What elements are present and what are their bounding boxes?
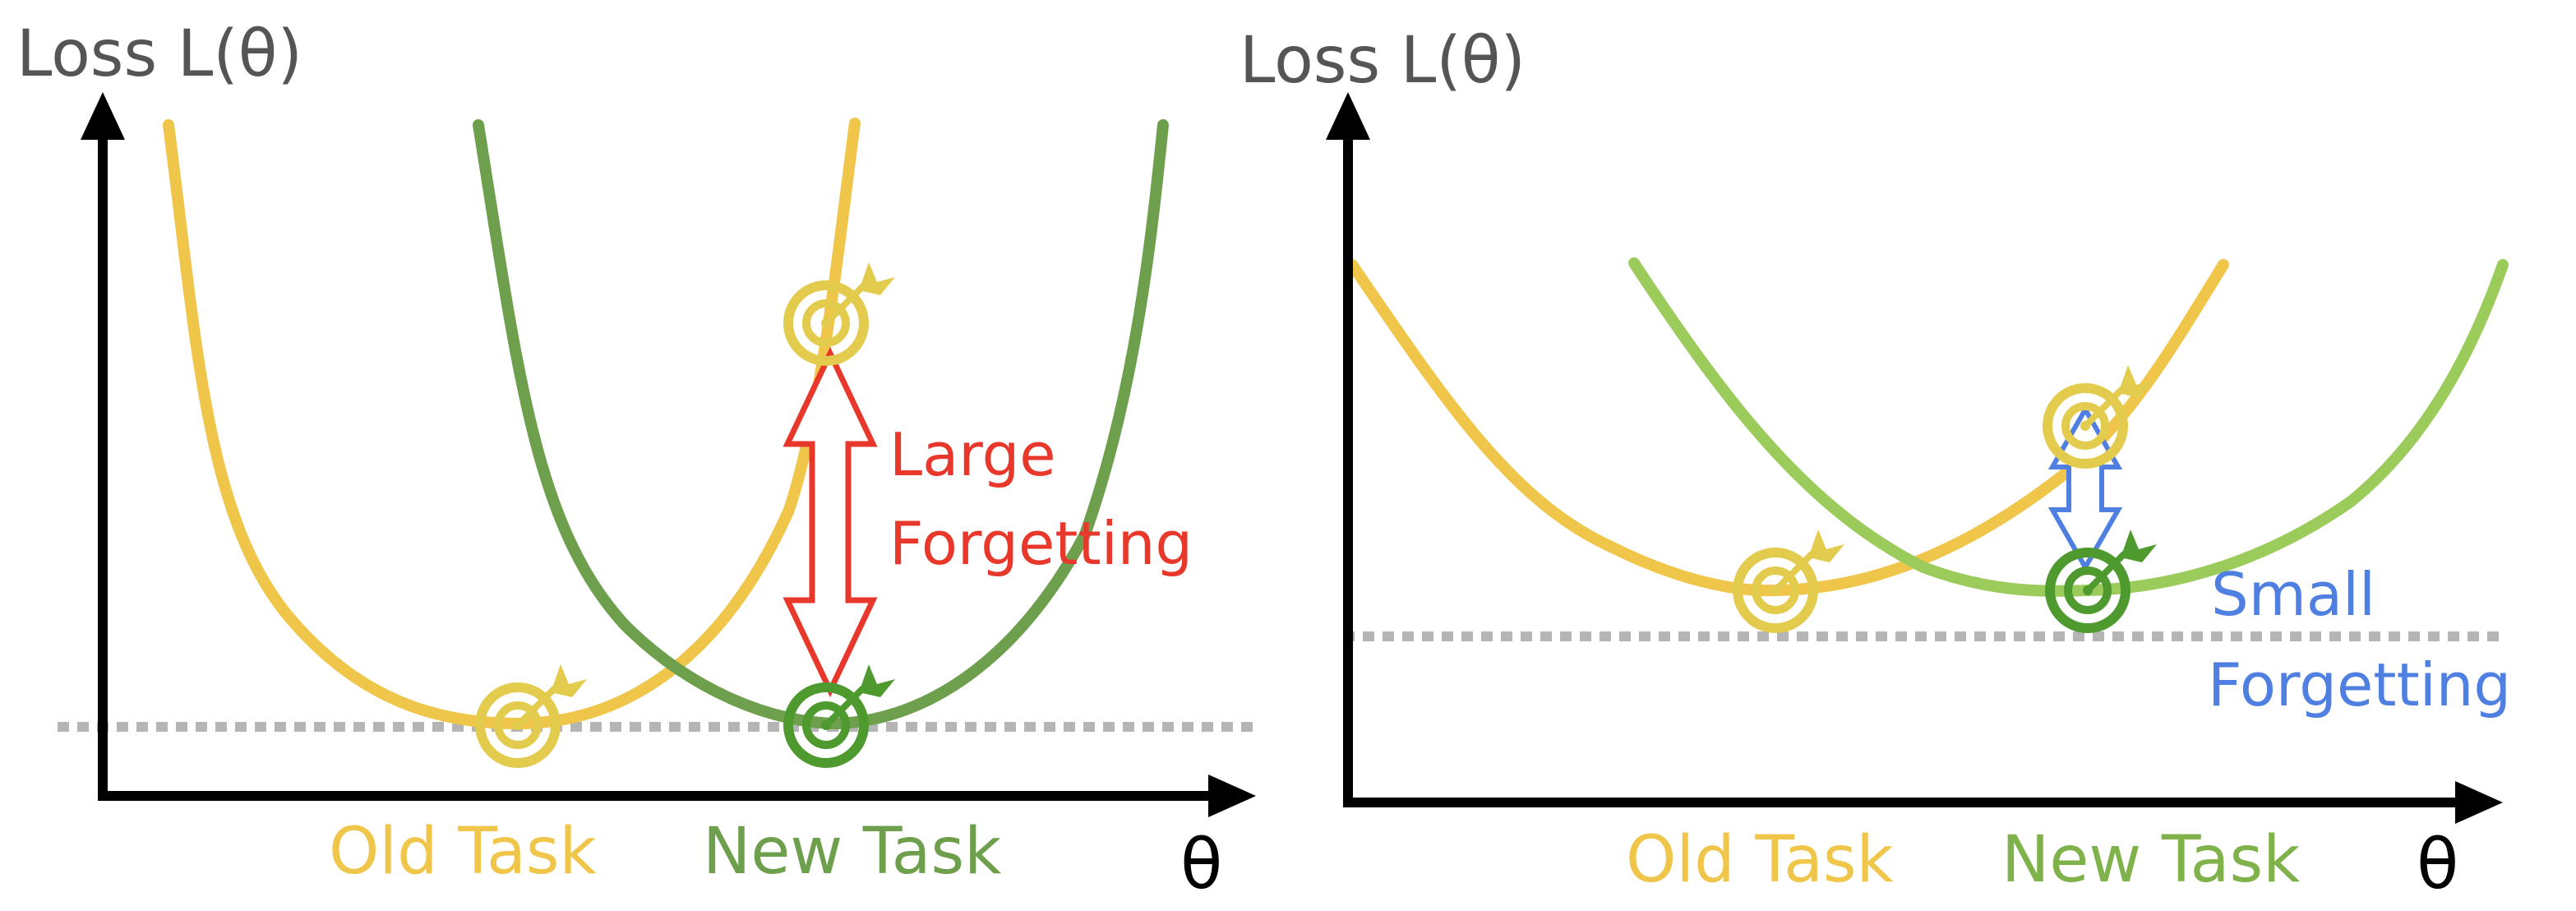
right-old-task-label: Old Task — [1626, 823, 1894, 897]
left-new-task-label: New Task — [703, 815, 1001, 889]
left-forgetting-label-line2: Forgetting — [889, 509, 1193, 578]
right-panel: Loss L(θ) θ Old Task New Task Small Forg… — [1240, 24, 2511, 904]
left-old-task-label: Old Task — [329, 815, 597, 889]
right-forgetting-label-line2: Forgetting — [2208, 650, 2511, 719]
left-x-axis-arrow — [1208, 775, 1256, 817]
right-y-axis-arrow — [1326, 92, 1370, 140]
right-x-axis-label: θ — [2417, 824, 2458, 904]
left-x-axis-label: θ — [1180, 824, 1222, 904]
right-y-axis-label: Loss L(θ) — [1240, 24, 1526, 98]
left-y-axis-arrow — [81, 92, 125, 140]
right-new-task-target-icon — [2050, 529, 2157, 628]
left-old-task-curve — [163, 118, 861, 730]
left-panel: Loss L(θ) θ Old Task New Task Large Forg… — [16, 17, 1258, 904]
left-forgetting-label-line1: Large — [889, 420, 1056, 489]
right-old-task-target-icon — [1738, 529, 1844, 628]
left-forgetting-double-arrow — [782, 346, 878, 698]
left-y-axis-label: Loss L(θ) — [16, 17, 302, 91]
right-x-axis-arrow — [2455, 781, 2503, 824]
right-forgetting-label-line1: Small — [2211, 560, 2375, 629]
right-new-task-label: New Task — [2001, 823, 2300, 897]
left-new-task-curve — [473, 119, 1169, 730]
left-old-task-target-high-icon — [788, 262, 895, 361]
